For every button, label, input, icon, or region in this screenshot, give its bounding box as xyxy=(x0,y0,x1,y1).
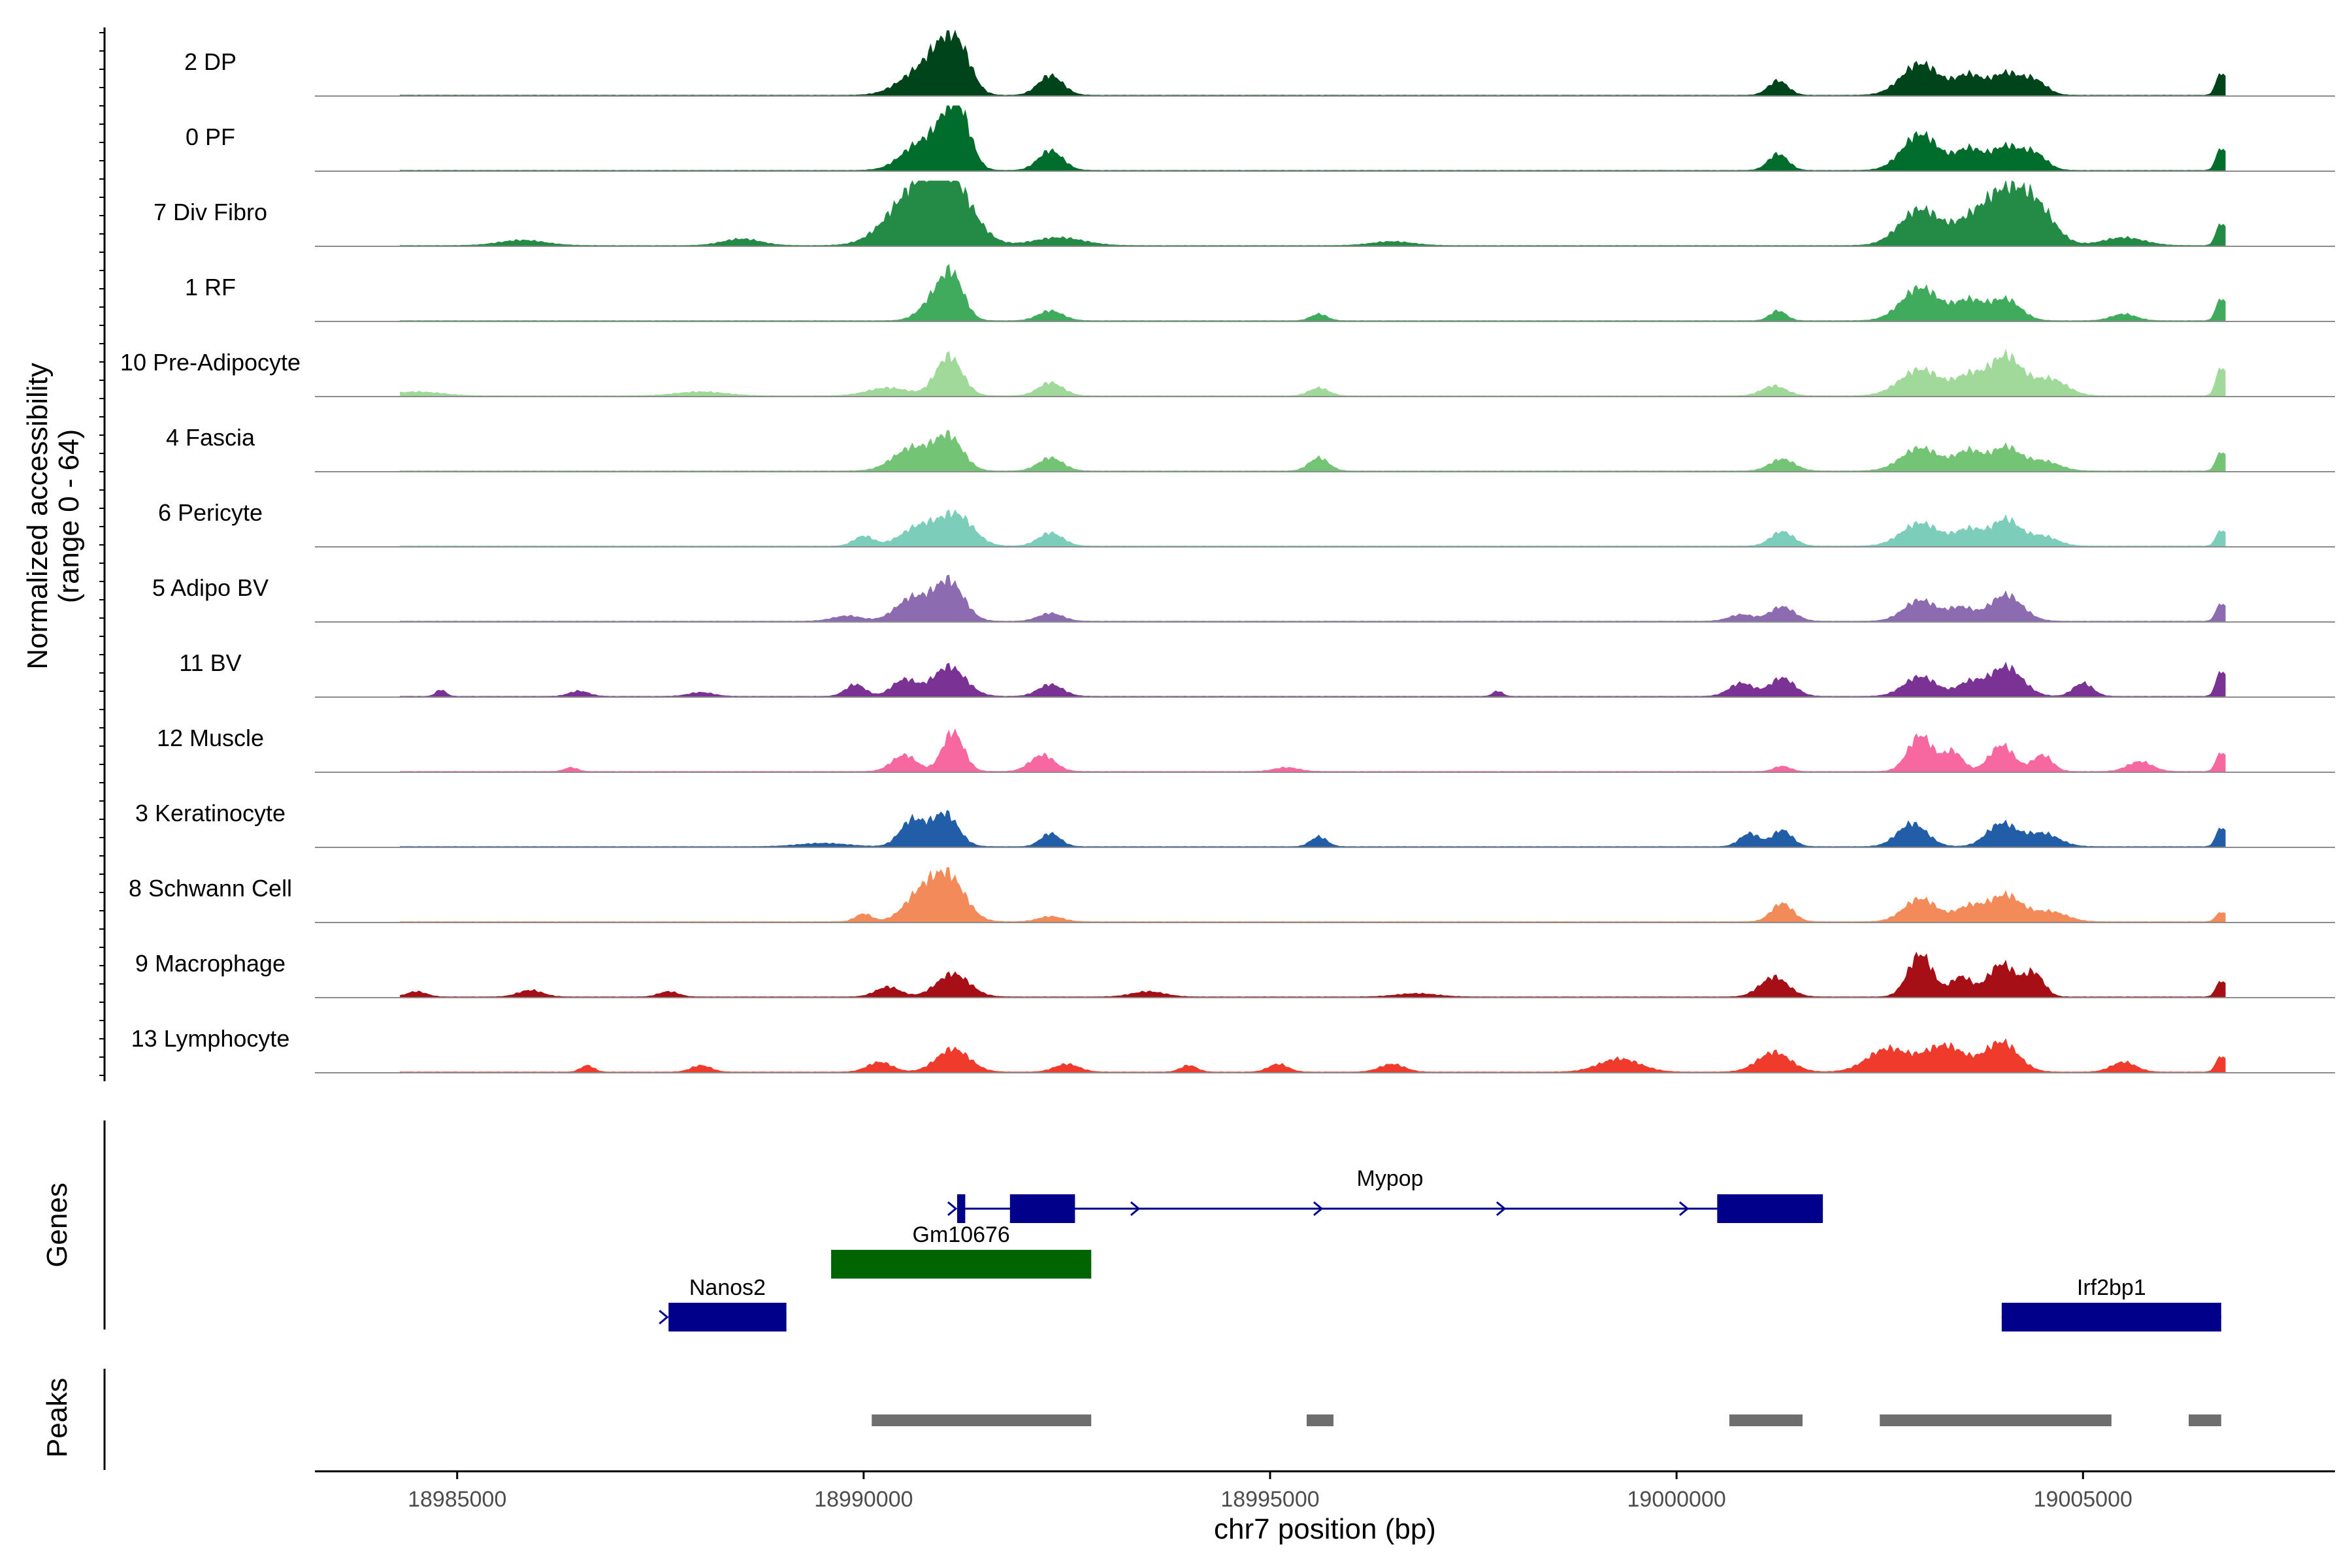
track-label: 12 Muscle xyxy=(157,725,264,751)
track-label: 2 DP xyxy=(184,48,237,75)
genes-track-label: Genes xyxy=(41,1183,73,1267)
gene-nanos2: Nanos2 xyxy=(659,1275,787,1331)
strand-arrow xyxy=(947,1201,958,1217)
track-10-pre-adipocyte: 10 Pre-Adipocyte xyxy=(120,348,2335,397)
coverage-area xyxy=(400,867,2226,923)
gene-gm10676: Gm10676 xyxy=(831,1222,1092,1279)
coverage-area xyxy=(400,809,2226,848)
gene-label: Nanos2 xyxy=(689,1275,766,1300)
coverage-area xyxy=(400,180,2226,247)
track-label: 4 Fascia xyxy=(166,424,255,451)
track-label: 0 PF xyxy=(186,123,235,150)
peaks-track-label: Peaks xyxy=(41,1378,73,1458)
coverage-tracks: 2 DP 0 PF 7 Div Fibro 1 RF 10 Pre-Adipocyte 4… xyxy=(120,29,2335,1073)
track-6-pericyte: 6 Pericyte xyxy=(158,499,2335,547)
track-label: 11 BV xyxy=(179,649,241,676)
track-label: 9 Macrophage xyxy=(135,950,286,977)
strand-arrow xyxy=(1679,1201,1690,1217)
track-8-schwann-cell: 8 Schwann Cell xyxy=(129,867,2335,923)
gene-exon xyxy=(668,1303,787,1331)
gene-exon xyxy=(2001,1303,2221,1331)
peak-region xyxy=(2189,1414,2221,1426)
x-axis-title: chr7 position (bp) xyxy=(1214,1513,1436,1545)
gene-mypop: Mypop xyxy=(947,1166,1823,1223)
x-tick-label: 18990000 xyxy=(814,1487,913,1512)
coverage-area xyxy=(400,574,2226,623)
track-11-bv: 11 BV xyxy=(179,649,2335,698)
gene-exon xyxy=(956,1194,966,1223)
track-label: 1 RF xyxy=(185,274,236,301)
x-axis-ticks: 18985000 18990000 18995000 19000000 19005000 xyxy=(408,1471,2132,1512)
track-4-fascia: 4 Fascia xyxy=(166,424,2335,472)
track-label: 13 Lymphocyte xyxy=(131,1025,290,1052)
peaks-track xyxy=(872,1414,2221,1426)
track-label: 6 Pericyte xyxy=(158,499,263,526)
coverage-area xyxy=(400,509,2226,547)
track-1-rf: 1 RF xyxy=(185,264,2335,322)
coverage-area xyxy=(400,29,2226,97)
coverage-area xyxy=(400,348,2226,397)
y-axis-title: Normalized accessibility xyxy=(22,363,54,669)
x-tick-label: 18985000 xyxy=(408,1487,506,1512)
track-label: 8 Schwann Cell xyxy=(129,875,292,902)
track-label: 10 Pre-Adipocyte xyxy=(120,349,301,376)
gene-label: Gm10676 xyxy=(913,1222,1010,1247)
strand-arrow xyxy=(1313,1201,1324,1217)
peak-region xyxy=(1880,1414,2112,1426)
y-axis-title-group: Normalized accessibility (range 0 - 64) xyxy=(22,363,85,669)
gene-irf2bp1: Irf2bp1 xyxy=(2001,1275,2221,1331)
gene-exon xyxy=(831,1250,1092,1279)
peak-region xyxy=(872,1414,1092,1426)
genes-label-group: Genes xyxy=(41,1183,73,1267)
gene-exon xyxy=(1717,1194,1823,1223)
track-label: 7 Div Fibro xyxy=(154,199,267,225)
strand-arrow xyxy=(659,1309,669,1325)
track-0-pf: 0 PF xyxy=(186,105,2335,172)
x-tick-label: 19000000 xyxy=(1627,1487,1726,1512)
track-2-dp: 2 DP xyxy=(184,29,2335,97)
coverage-area xyxy=(400,1038,2226,1073)
strand-arrow xyxy=(1496,1201,1507,1217)
peak-region xyxy=(1307,1414,1334,1426)
x-tick-label: 19005000 xyxy=(2034,1487,2132,1512)
track-12-muscle: 12 Muscle xyxy=(157,725,2335,773)
track-5-adipo-bv: 5 Adipo BV xyxy=(152,574,2335,623)
track-13-lymphocyte: 13 Lymphocyte xyxy=(131,1025,2335,1073)
coverage-area xyxy=(400,728,2226,773)
gene-label: Mypop xyxy=(1357,1166,1424,1191)
track-7-div-fibro: 7 Div Fibro xyxy=(154,180,2335,247)
peak-region xyxy=(1729,1414,1803,1426)
coverage-area xyxy=(400,951,2226,998)
strand-arrow xyxy=(1130,1201,1141,1217)
coverage-area xyxy=(400,430,2226,472)
gene-label: Irf2bp1 xyxy=(2077,1275,2146,1300)
coverage-area xyxy=(400,105,2226,172)
track-label: 3 Keratinocyte xyxy=(135,800,286,826)
peaks-label-group: Peaks xyxy=(41,1378,73,1458)
coverage-area xyxy=(400,661,2226,698)
y-axis-subtitle: (range 0 - 64) xyxy=(53,429,85,604)
gene-exon xyxy=(1009,1194,1075,1223)
track-label: 5 Adipo BV xyxy=(152,574,269,601)
coverage-area xyxy=(400,264,2226,322)
coverage-y-ticks xyxy=(99,32,105,1076)
genes-track: Mypop Gm10676 Nanos2 Irf2bp1 xyxy=(659,1166,2221,1331)
track-9-macrophage: 9 Macrophage xyxy=(135,950,2335,998)
x-tick-label: 18995000 xyxy=(1220,1487,1319,1512)
track-3-keratinocyte: 3 Keratinocyte xyxy=(135,800,2335,848)
